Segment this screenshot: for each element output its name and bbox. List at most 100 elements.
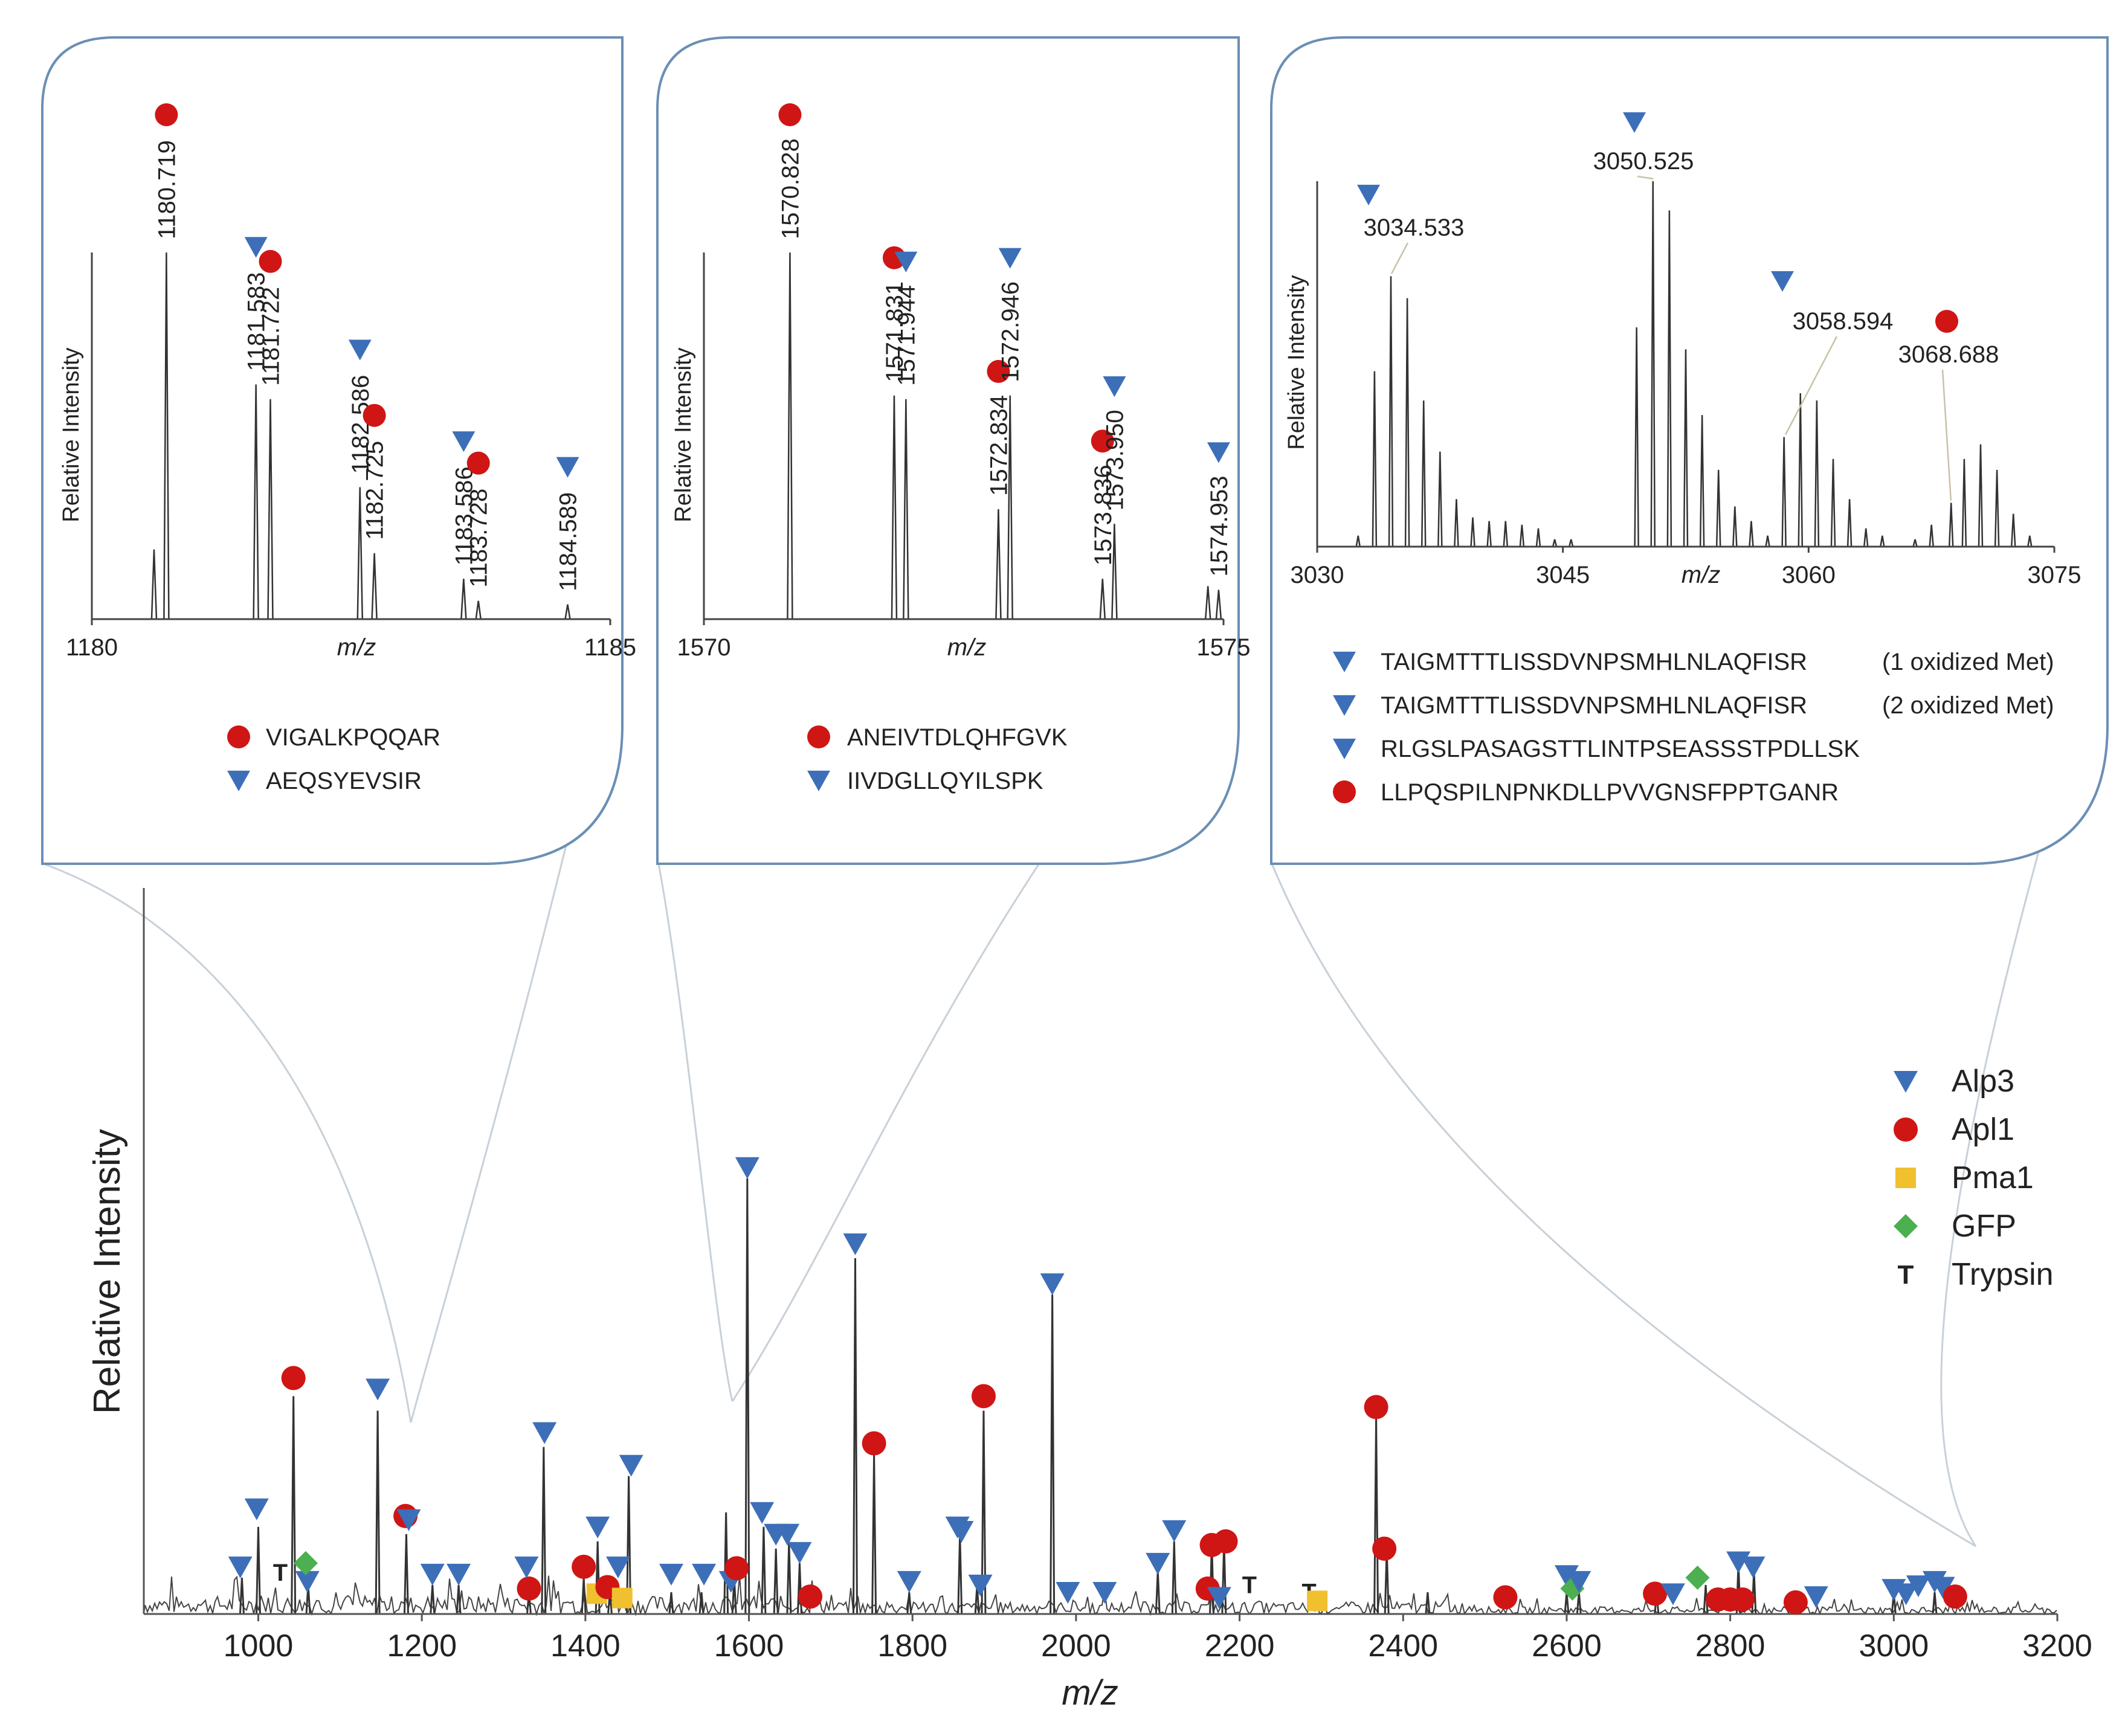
main-marker-alp3 bbox=[1207, 1587, 1231, 1609]
inset1-peak bbox=[475, 600, 482, 620]
inset3-peak bbox=[1355, 535, 1361, 547]
main-marker-alp3 bbox=[1146, 1552, 1170, 1575]
inset3-x-tick-label: 3075 bbox=[2028, 562, 2081, 588]
inset3-peak bbox=[1749, 521, 1754, 547]
inset1-y-axis-label: Relative Intensity bbox=[59, 347, 84, 522]
inset3-peak bbox=[1765, 535, 1770, 547]
legend-marker-gfp bbox=[1894, 1214, 1918, 1238]
inset1-x-tick-label: 1185 bbox=[584, 634, 636, 661]
main-peak bbox=[668, 1592, 674, 1615]
inset3-peak bbox=[1569, 539, 1574, 547]
main-marker-alp3 bbox=[843, 1233, 868, 1255]
main-marker-trypsin: T bbox=[273, 1560, 288, 1586]
inset2-peak bbox=[1007, 395, 1013, 620]
inset3-peak bbox=[1961, 458, 1967, 547]
main-peak bbox=[239, 1577, 245, 1615]
inset2-peak-marker bbox=[987, 359, 1010, 383]
main-marker-alp3 bbox=[295, 1570, 320, 1593]
main-marker-apl1 bbox=[971, 1384, 996, 1409]
inset1-peak-label: 1181.722 bbox=[257, 287, 284, 386]
inset2-peak-label: 1573.950 bbox=[1101, 410, 1128, 510]
inset2-peak-label: 1572.834 bbox=[985, 395, 1012, 496]
zoom-connector-line bbox=[657, 863, 734, 1402]
main-x-tick-label: 2600 bbox=[1532, 1628, 1602, 1664]
main-peak bbox=[796, 1563, 802, 1615]
main-marker-apl1 bbox=[572, 1554, 596, 1579]
main-peak bbox=[786, 1541, 792, 1615]
main-peak bbox=[375, 1410, 381, 1615]
inset3-peak bbox=[1420, 400, 1427, 547]
main-marker-apl1 bbox=[1213, 1529, 1238, 1554]
main-x-tick-label: 1400 bbox=[550, 1628, 621, 1664]
inset2-peak-marker bbox=[998, 248, 1022, 269]
inset1-peak bbox=[150, 549, 158, 620]
inset3-peak bbox=[1715, 469, 1721, 547]
main-legend: Alp3 Apl1 Pma1 GFP T Trypsin bbox=[1894, 1064, 2054, 1292]
inset3-peak bbox=[1388, 276, 1394, 547]
main-marker-apl1 bbox=[1730, 1587, 1755, 1612]
inset2-x-tick-label: 1570 bbox=[677, 634, 731, 661]
inset-chart-1570: 1570 1575 Relative Intensity m/z 1570.828… bbox=[671, 103, 1250, 794]
main-marker-alp3 bbox=[692, 1563, 717, 1586]
inset1-peak bbox=[460, 579, 467, 620]
inset3-legend-marker bbox=[1333, 780, 1356, 803]
main-marker-apl1 bbox=[1364, 1395, 1388, 1419]
inset2-peak bbox=[1215, 590, 1222, 620]
main-marker-apl1 bbox=[1943, 1584, 1967, 1609]
main-marker-alp3 bbox=[1930, 1577, 1955, 1599]
inset3-peak bbox=[1814, 400, 1820, 547]
inset3-peak bbox=[1912, 539, 1918, 547]
inset-chart-3030: 3030 3045 3060 3075 Relative Intensity m/z … bbox=[1284, 112, 2081, 806]
inset3-leader-line bbox=[1785, 336, 1838, 436]
main-peak bbox=[581, 1577, 587, 1615]
inset2-peak bbox=[995, 509, 1002, 620]
main-peak bbox=[1576, 1592, 1582, 1615]
inset3-peak bbox=[1503, 521, 1509, 547]
main-peak bbox=[773, 1548, 779, 1615]
main-x-tick-label: 1200 bbox=[387, 1628, 457, 1664]
inset1-peak bbox=[163, 252, 170, 620]
inset3-peak bbox=[1994, 469, 2000, 547]
inset2-y-axis-label: Relative Intensity bbox=[671, 347, 696, 522]
main-marker-alp3 bbox=[735, 1157, 759, 1179]
inset3-peak bbox=[1863, 528, 1869, 547]
inset2-peak-label: 1570.828 bbox=[777, 138, 804, 239]
inset2-peak-marker bbox=[1091, 429, 1114, 453]
main-peak bbox=[744, 1178, 750, 1615]
inset-frame-3 bbox=[1270, 36, 2109, 865]
inset2-peak bbox=[891, 395, 898, 620]
inset3-peak bbox=[1437, 451, 1443, 547]
inset2-peak-label: 1573.836 bbox=[1090, 465, 1117, 565]
inset3-peak-label: 3050.525 bbox=[1593, 148, 1694, 175]
inset2-legend-label: ANEIVTDLQHFGVK bbox=[847, 724, 1068, 751]
main-peak bbox=[255, 1526, 261, 1615]
inset1-peak-marker bbox=[452, 431, 476, 452]
main-marker-gfp bbox=[293, 1551, 318, 1575]
inset3-x-axis-label: m/z bbox=[1682, 562, 1720, 588]
main-marker-apl1 bbox=[517, 1576, 541, 1601]
legend-marker-apl1 bbox=[1894, 1117, 1918, 1142]
main-marker-pma1 bbox=[1307, 1590, 1328, 1612]
inset3-peak bbox=[1535, 528, 1541, 547]
inset2-peak-marker bbox=[1103, 376, 1126, 397]
inset2-peak-label: 1572.946 bbox=[998, 281, 1024, 382]
inset1-peak-label: 1180.719 bbox=[153, 140, 180, 239]
inset3-peak bbox=[1650, 181, 1656, 547]
main-x-tick-label: 2400 bbox=[1368, 1628, 1438, 1664]
inset3-leader-line bbox=[1390, 242, 1409, 274]
legend-label: Apl1 bbox=[1952, 1112, 2014, 1147]
main-marker-alp3 bbox=[605, 1556, 630, 1578]
main-marker-alp3 bbox=[1040, 1273, 1065, 1296]
inset3-x-tick-label: 3045 bbox=[1536, 562, 1590, 588]
zoom-connector-line bbox=[43, 863, 412, 1423]
inset2-x-tick-label: 1575 bbox=[1197, 634, 1251, 661]
inset3-legend-label: TAIGMTTTLISSDVNPSMHLNLAQFISR bbox=[1381, 649, 1807, 675]
main-x-axis-label: m/z bbox=[1062, 1673, 1118, 1712]
inset3-legend-marker bbox=[1333, 738, 1356, 760]
inset3-legend-label: LLPQSPILNPNKDLLPVVGNSFPPTGANR bbox=[1381, 779, 1839, 806]
inset2-legend-marker bbox=[807, 725, 830, 748]
inset3-peak-marker bbox=[1623, 112, 1646, 133]
